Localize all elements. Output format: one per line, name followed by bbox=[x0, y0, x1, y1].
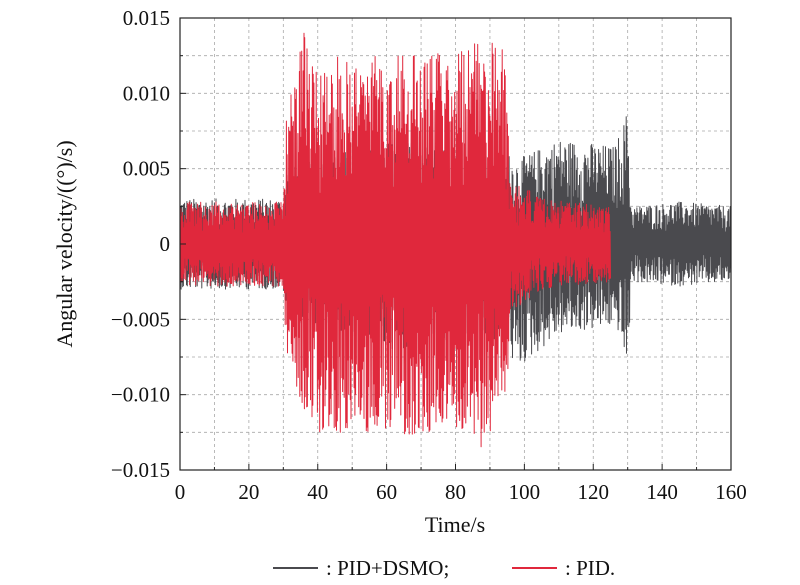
legend: : PID+DSMO; : PID. bbox=[273, 556, 615, 580]
x-tick-label: 120 bbox=[578, 480, 610, 504]
legend-label-pid-dsmo: : PID+DSMO; bbox=[326, 556, 449, 580]
x-tick-label: 40 bbox=[307, 480, 328, 504]
y-tick-label: −0.005 bbox=[111, 307, 170, 331]
x-tick-label: 100 bbox=[509, 480, 541, 504]
x-tick-label: 140 bbox=[646, 480, 678, 504]
y-axis-title: Angular velocity/((°)/s) bbox=[52, 140, 77, 347]
label-layer: 0 20 40 60 80 100 120 140 160 −0.015 −0.010 −0.005 0… bbox=[111, 6, 747, 504]
y-tick-label: 0.010 bbox=[123, 81, 170, 105]
y-tick-label: −0.010 bbox=[111, 383, 170, 407]
series-layer bbox=[179, 32, 732, 448]
x-tick-label: 60 bbox=[376, 480, 397, 504]
x-tick-label: 80 bbox=[445, 480, 466, 504]
y-tick-label: 0.015 bbox=[123, 6, 170, 30]
x-axis-title: Time/s bbox=[425, 512, 485, 537]
x-tick-label: 0 bbox=[175, 480, 186, 504]
tick-layer bbox=[179, 17, 732, 471]
x-tick-label: 160 bbox=[715, 480, 747, 504]
y-tick-label: 0.005 bbox=[123, 157, 170, 181]
legend-label-pid: : PID. bbox=[565, 556, 615, 580]
y-tick-label: −0.015 bbox=[111, 458, 170, 482]
x-tick-label: 20 bbox=[238, 480, 259, 504]
series-line-pid bbox=[179, 32, 611, 448]
y-tick-label: 0 bbox=[160, 232, 171, 256]
